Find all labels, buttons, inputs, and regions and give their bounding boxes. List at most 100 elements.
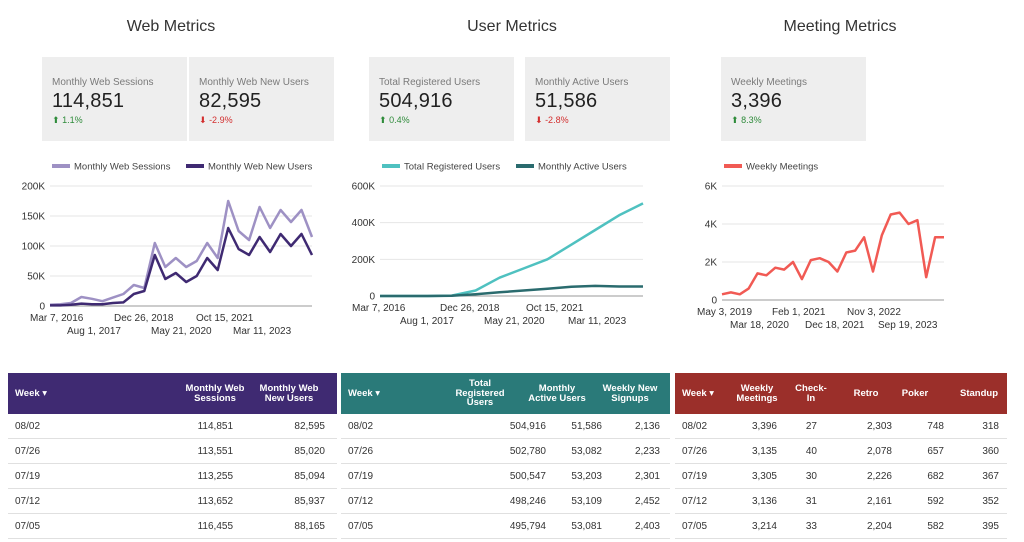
- week-sort-header[interactable]: Week ▾: [15, 387, 48, 399]
- value-cell: 2,226: [866, 471, 892, 482]
- arrow-down-icon: ⬇: [535, 115, 543, 125]
- value-cell: 31: [805, 496, 817, 507]
- y-tick-label: 0: [369, 292, 375, 303]
- week-cell: 07/12: [682, 496, 708, 507]
- column-header[interactable]: Weekly New Signups: [602, 383, 658, 404]
- y-tick-label: 0: [39, 302, 45, 313]
- value-cell: 3,136: [751, 496, 777, 507]
- value-cell: 3,135: [751, 446, 777, 457]
- value-cell: 3,396: [751, 421, 777, 432]
- value-cell: 51,586: [571, 421, 602, 432]
- table-row: 07/05 116,455 88,165: [8, 514, 337, 539]
- x-tick-label: Sep 19, 2023: [878, 320, 938, 331]
- value-cell: 3,305: [751, 471, 777, 482]
- week-cell: 07/26: [15, 446, 41, 457]
- column-header[interactable]: Total Registered Users: [455, 378, 505, 409]
- y-tick-label: 600K: [352, 182, 376, 193]
- week-cell: 07/19: [682, 471, 708, 482]
- meeting-metrics-table: Week ▾ Weekly Meetings Check-In Retro Poker S…: [675, 373, 1007, 539]
- value-cell: 318: [982, 421, 999, 432]
- x-tick-label: Aug 1, 2017: [67, 326, 121, 337]
- x-tick-label: Mar 7, 2016: [352, 303, 406, 314]
- table-row: 08/02 114,851 82,595: [8, 414, 337, 439]
- value-cell: 113,652: [197, 496, 233, 507]
- value-cell: 27: [805, 421, 817, 432]
- x-tick-label: Aug 1, 2017: [400, 316, 454, 327]
- value-cell: 504,916: [509, 421, 546, 432]
- x-tick-label: May 3, 2019: [697, 307, 752, 318]
- value-cell: 82,595: [294, 421, 325, 432]
- arrow-up-icon: ⬆: [379, 115, 387, 125]
- y-tick-label: 6K: [705, 182, 718, 193]
- value-cell: 592: [927, 496, 944, 507]
- kpi-delta: ⬇ -2.8%: [535, 115, 569, 125]
- kpi-delta: ⬆ 1.1%: [52, 115, 83, 125]
- column-header[interactable]: Monthly Web Sessions: [185, 383, 245, 404]
- value-cell: 2,136: [634, 421, 660, 432]
- series-line: [49, 199, 314, 307]
- week-cell: 07/05: [682, 521, 708, 532]
- week-sort-header[interactable]: Week ▾: [348, 387, 381, 399]
- week-cell: 07/26: [682, 446, 708, 457]
- week-sort-header[interactable]: Week ▾: [682, 387, 715, 399]
- legend-label: Monthly Web New Users: [208, 162, 313, 173]
- value-cell: 113,551: [197, 446, 233, 457]
- arrow-up-icon: ⬆: [731, 115, 739, 125]
- kpi-active-users: Monthly Active Users 51,586 ⬇ -2.8%: [525, 57, 670, 141]
- value-cell: 2,161: [866, 496, 892, 507]
- value-cell: 40: [805, 446, 817, 457]
- column-header[interactable]: Monthly Web New Users: [259, 383, 319, 404]
- value-cell: 2,403: [634, 521, 660, 532]
- column-header[interactable]: Standup: [960, 387, 998, 399]
- table-row: 08/02 3,396 27 2,303 748 318: [675, 414, 1007, 439]
- series-line: [380, 202, 644, 298]
- week-cell: 08/02: [15, 421, 41, 432]
- kpi-label: Monthly Web Sessions: [52, 77, 154, 88]
- y-tick-label: 200K: [22, 182, 46, 193]
- column-header[interactable]: Monthly Active Users: [528, 383, 586, 404]
- kpi-value: 3,396: [731, 90, 783, 112]
- x-tick-label: Feb 1, 2021: [772, 307, 826, 318]
- table-header: Week ▾ Total Registered Users Monthly Acti…: [341, 373, 670, 414]
- x-tick-label: Mar 7, 2016: [30, 313, 84, 324]
- arrow-up-icon: ⬆: [52, 115, 60, 125]
- value-cell: 85,937: [294, 496, 325, 507]
- legend-label: Total Registered Users: [404, 162, 500, 173]
- value-cell: 85,094: [294, 471, 325, 482]
- week-cell: 08/02: [682, 421, 708, 432]
- x-tick-label: Oct 15, 2021: [526, 303, 584, 314]
- value-cell: 33: [805, 521, 817, 532]
- kpi-label: Monthly Web New Users: [199, 77, 309, 88]
- kpi-weekly-meetings: Weekly Meetings 3,396 ⬆ 8.3%: [721, 57, 866, 141]
- kpi-registered-users: Total Registered Users 504,916 ⬆ 0.4%: [369, 57, 514, 141]
- value-cell: 395: [982, 521, 999, 532]
- table-header: Week ▾ Monthly Web Sessions Monthly Web Ne…: [8, 373, 337, 414]
- value-cell: 2,233: [634, 446, 660, 457]
- column-header[interactable]: Check-In: [795, 383, 827, 404]
- value-cell: 2,301: [634, 471, 660, 482]
- value-cell: 352: [982, 496, 999, 507]
- series-line: [50, 226, 314, 307]
- column-header[interactable]: Poker: [901, 387, 929, 399]
- web-metrics-title: Web Metrics: [126, 18, 216, 35]
- x-tick-label: Oct 15, 2021: [196, 313, 254, 324]
- value-cell: 500,547: [509, 471, 546, 482]
- kpi-value: 82,595: [199, 90, 262, 112]
- table-row: 07/19 113,255 85,094: [8, 464, 337, 489]
- x-tick-label: Mar 11, 2023: [568, 316, 627, 327]
- value-cell: 53,109: [571, 496, 602, 507]
- table-row: 07/26 113,551 85,020: [8, 439, 337, 464]
- legend-label: Monthly Active Users: [538, 162, 627, 173]
- table-row: 07/12 113,652 85,937: [8, 489, 337, 514]
- kpi-value: 504,916: [379, 90, 453, 112]
- y-tick-label: 100K: [22, 242, 46, 253]
- week-cell: 07/05: [348, 521, 374, 532]
- value-cell: 748: [927, 421, 944, 432]
- column-header[interactable]: Retro: [853, 387, 879, 399]
- table-row: 07/12 498,246 53,109 2,452: [341, 489, 670, 514]
- x-tick-label: May 21, 2020: [151, 326, 212, 337]
- column-header[interactable]: Weekly Meetings: [736, 383, 778, 404]
- kpi-value: 114,851: [52, 90, 125, 112]
- value-cell: 582: [927, 521, 944, 532]
- kpi-delta: ⬆ 8.3%: [731, 115, 762, 125]
